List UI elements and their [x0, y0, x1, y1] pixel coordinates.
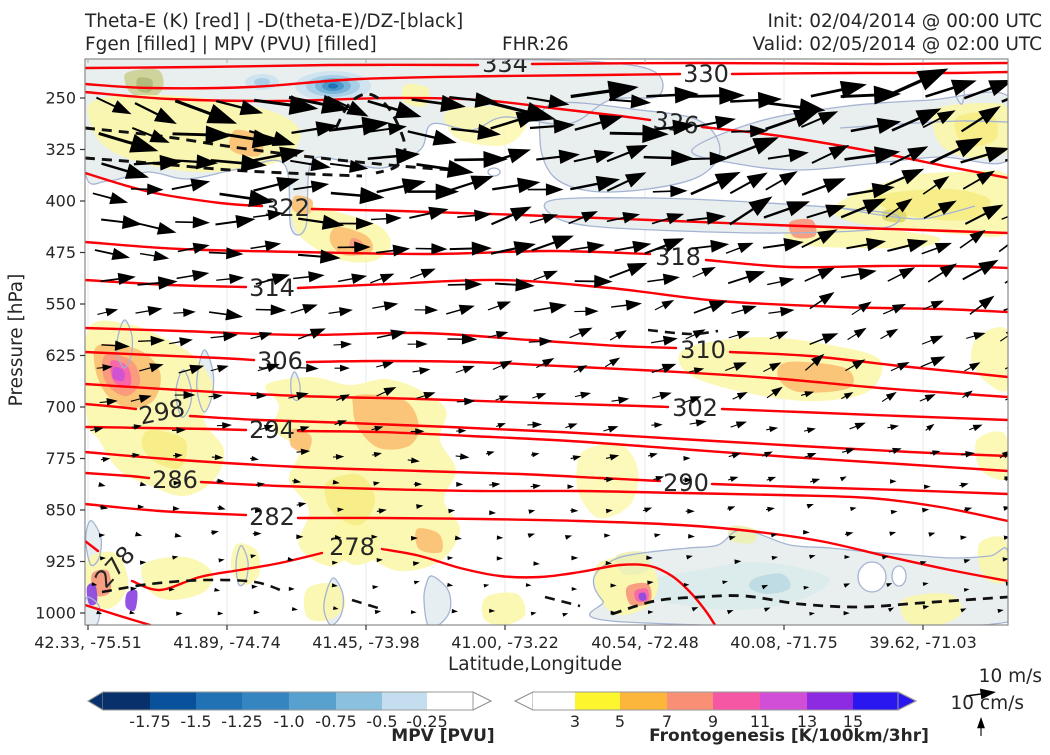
x-tick-label: 41.00, -73.22: [451, 633, 559, 652]
valid-time: Valid: 02/05/2014 @ 02:00 UTC: [753, 34, 1042, 55]
y-tick-label: 250: [45, 89, 76, 108]
x-tick-label: 42.33, -75.51: [34, 633, 142, 652]
y-tick-label: 550: [45, 295, 76, 314]
forecast-hour: FHR:26: [502, 34, 569, 55]
mpv-colorbar-tick: -0.75: [315, 712, 356, 731]
mpv-colorbar-tick: -1.0: [273, 712, 304, 731]
frontogenesis-colorbar-tick: 3: [570, 712, 580, 731]
y-tick-label: 775: [45, 449, 76, 468]
title-line1: Theta-E (K) [red] | -D(theta-E)/DZ-[blac…: [84, 11, 463, 32]
x-tick-label: 40.08, -71.75: [730, 633, 838, 652]
wind-speed-key: 10 m/s: [979, 666, 1042, 687]
theta-e-contour-label: 286: [152, 466, 198, 494]
theta-e-contour-label: 282: [249, 503, 295, 531]
theta-e-contour-label: 310: [680, 336, 726, 364]
x-tick-label: 41.45, -73.98: [312, 633, 420, 652]
theta-e-contour-label: 314: [249, 274, 295, 302]
theta-e-contour-label: 306: [257, 347, 303, 375]
plot-graphics: 3343303263223183143103063022982942902862…: [34, 50, 1050, 736]
init-time: Init: 02/04/2014 @ 00:00 UTC: [768, 11, 1042, 32]
mpv-colorbar-tick: -1.75: [129, 712, 170, 731]
y-tick-label: 625: [45, 346, 76, 365]
mpv-colorbar-tick: -1.5: [180, 712, 211, 731]
y-tick-label: 850: [45, 501, 76, 520]
y-tick-label: 400: [45, 192, 76, 211]
frontogenesis-colorbar-tick: 5: [615, 712, 625, 731]
x-tick-label: 39.62, -71.03: [869, 633, 977, 652]
mpv-colorbar-label: MPV [PVU]: [391, 726, 494, 746]
x-tick-label: 40.54, -72.48: [591, 633, 699, 652]
y-tick-label: 700: [45, 398, 76, 417]
theta-e-contour-label: 294: [249, 416, 295, 444]
x-axis-label: Latitude,Longitude: [448, 654, 622, 675]
title-line2: Fgen [filled] | MPV (PVU) [filled]: [85, 34, 377, 55]
mpv-colorbar-tick: -1.25: [221, 712, 262, 731]
y-axis-label: Pressure [hPa]: [6, 274, 27, 407]
theta-e-contour-label: 330: [683, 60, 729, 88]
x-tick-label: 41.89, -74.74: [173, 633, 281, 652]
vertical-speed-key: 10 cm/s: [951, 693, 1025, 714]
y-tick-label: 925: [45, 552, 76, 571]
y-tick-label: 325: [45, 140, 76, 159]
fgen-colorbar-label: Frontogenesis [K/100km/3hr]: [649, 726, 929, 746]
y-tick-label: 1000: [35, 604, 76, 623]
y-tick-label: 475: [45, 243, 76, 262]
